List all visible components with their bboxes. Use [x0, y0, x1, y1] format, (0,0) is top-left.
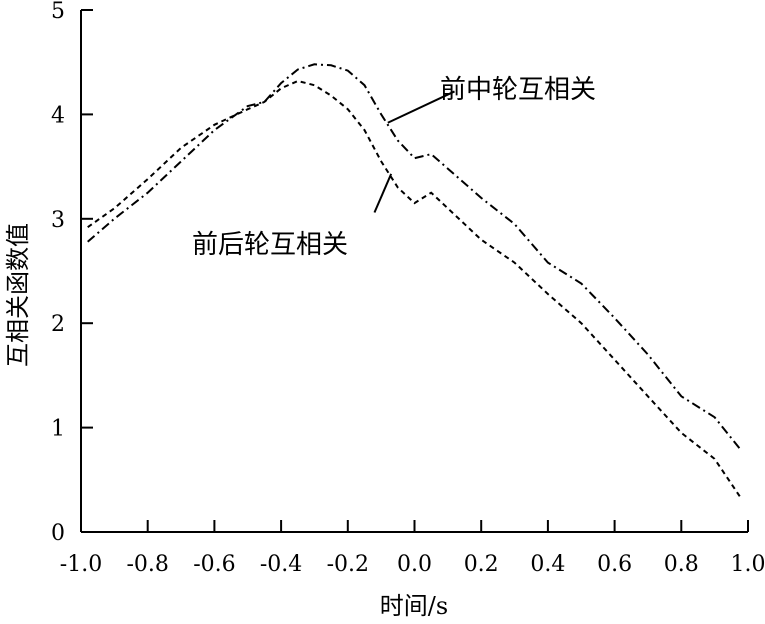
y-tick-label: 5	[51, 0, 65, 24]
series-line-1	[87, 79, 743, 500]
annotation-leader-1	[373, 173, 393, 213]
y-tick-label: 1	[51, 417, 65, 442]
x-tick-label: 0.4	[530, 552, 565, 577]
x-tick-label: -0.4	[260, 552, 302, 577]
y-tick-label: 0	[51, 521, 65, 546]
y-tick-label: 2	[51, 312, 65, 337]
x-tick-label: -0.8	[126, 552, 168, 577]
x-tick-label: 0.2	[464, 552, 499, 577]
x-tick-label: 1.0	[731, 552, 765, 577]
series-layer	[87, 63, 743, 500]
y-tick-label: 4	[51, 103, 65, 128]
annotation-leader-0	[387, 90, 455, 124]
x-tick-label: 0.6	[597, 552, 632, 577]
x-axis-title: 时间/s	[380, 592, 448, 620]
annotation-label-1: 前后轮互相关	[192, 230, 348, 260]
x-tick-label: 0.0	[397, 552, 432, 577]
series-line-0	[87, 63, 743, 452]
x-tick-label: -1.0	[60, 552, 102, 577]
x-tick-label: -0.2	[327, 552, 369, 577]
annotation-label-0: 前中轮互相关	[440, 75, 596, 105]
y-tick-label: 3	[51, 208, 65, 233]
axes	[80, 10, 748, 533]
ticks: -1.0 -0.8 -0.6 -0.4 -0.2 0.0 0.2 0.4 0.6 0.8 1.0 0 1…	[51, 0, 765, 577]
y-axis-title: 互相关函数值	[4, 223, 32, 367]
x-tick-label: -0.6	[193, 552, 235, 577]
x-tick-label: 0.8	[664, 552, 699, 577]
